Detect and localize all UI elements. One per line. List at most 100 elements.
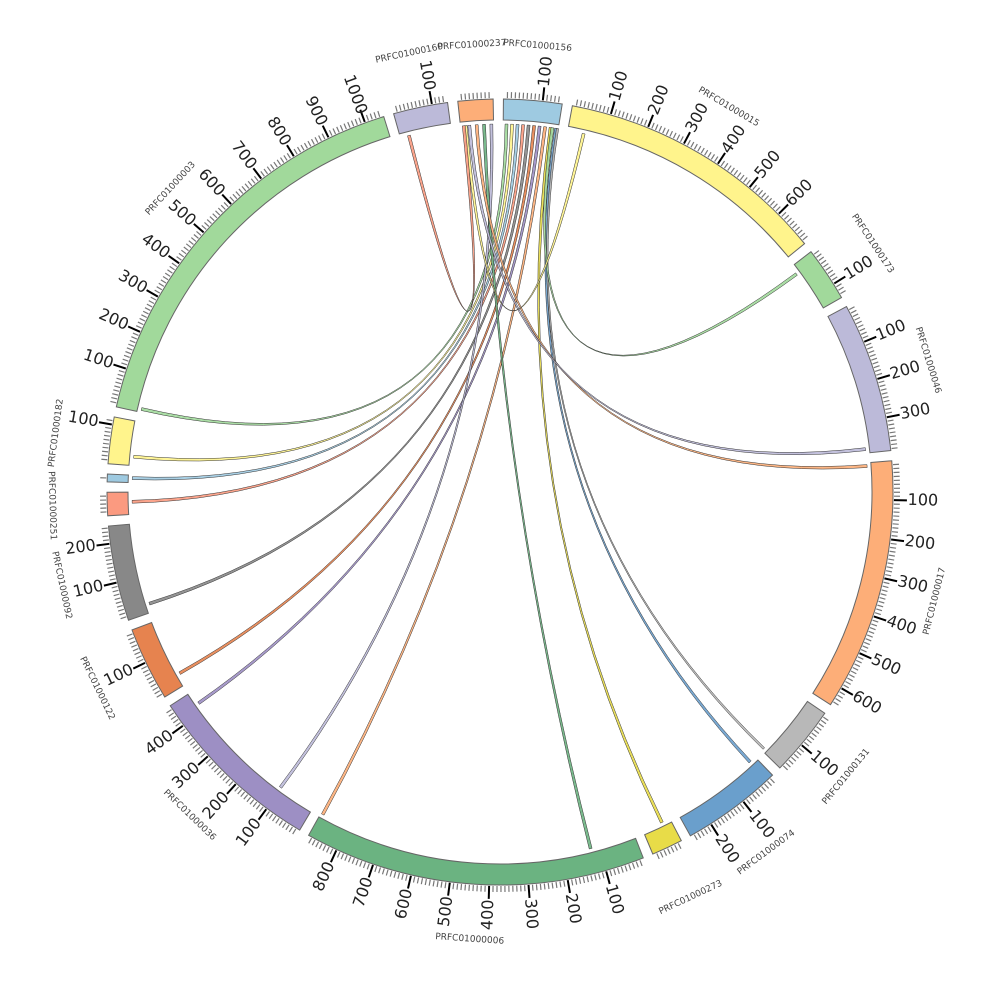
minor-tick [758,189,764,196]
segment-PRFC01000015[interactable] [567,105,806,258]
minor-tick [679,136,684,143]
minor-tick [855,659,862,664]
minor-tick [359,860,363,867]
minor-tick [670,846,675,853]
major-tick [257,808,268,821]
minor-tick [121,362,128,366]
major-tick [359,109,366,123]
minor-tick [662,127,666,134]
segment-unnamed[interactable] [106,473,129,483]
segment-PRFC01000156[interactable] [502,98,563,126]
major-tick [113,363,127,370]
segment-PRFC01000006[interactable] [307,816,644,886]
minor-tick [112,589,119,593]
segment-PRFC01000046[interactable] [827,305,892,454]
minor-tick [283,155,288,161]
minor-tick [872,619,879,623]
minor-tick [246,796,252,803]
minor-tick [555,881,558,889]
minor-tick [200,752,206,758]
minor-tick [693,143,698,150]
minor-tick [857,656,864,660]
minor-tick [672,132,677,139]
minor-tick [205,758,211,764]
minor-tick [318,135,322,142]
tick-label: 100 [807,746,843,780]
minor-tick [579,100,583,107]
minor-tick [164,272,171,277]
minor-tick [241,185,247,192]
tick-label: 400 [138,229,174,262]
minor-tick [707,826,712,833]
segment-PRFC01000092[interactable] [107,523,149,621]
tick-label: 700 [228,137,262,173]
minor-tick [829,273,836,278]
segment-PRFC01000251[interactable] [106,491,130,517]
minor-tick [869,627,876,631]
major-tick [96,542,110,547]
minor-tick [818,256,825,262]
minor-tick [764,195,770,201]
minor-tick [263,168,269,175]
segment-PRFC01000036[interactable] [169,693,312,831]
minor-tick [769,200,775,206]
minor-tick [131,336,138,340]
major-tick [886,413,900,419]
minor-tick [135,325,142,329]
segment-PRFC01000017[interactable] [812,460,894,706]
segment-PRFC01000074[interactable] [679,759,774,837]
minor-tick [883,581,890,585]
minor-tick [865,638,872,642]
minor-tick [102,442,110,445]
minor-tick [700,147,705,154]
minor-tick [767,780,772,787]
tick-label: 400 [141,725,177,758]
segment-PRFC01000182[interactable] [107,416,136,466]
minor-tick [397,872,401,879]
minor-tick [420,878,424,885]
minor-tick [571,879,574,886]
minor-tick [351,857,356,864]
minor-tick [122,358,129,362]
minor-tick [663,849,668,856]
segment-PRFC01000273[interactable] [643,821,682,855]
minor-tick [142,310,149,315]
minor-tick [336,851,341,858]
minor-tick [752,793,757,800]
minor-tick [749,796,754,802]
major-tick [103,581,117,587]
minor-tick [866,346,873,350]
minor-tick [169,265,175,271]
minor-tick [310,138,315,145]
segment-PRFC01000173[interactable] [793,250,843,309]
minor-tick [195,746,201,752]
segment-PRFC01000003[interactable] [115,115,391,413]
minor-tick [891,443,898,446]
minor-tick [873,365,880,369]
minor-tick [422,99,425,106]
minor-tick [625,112,629,119]
minor-tick [252,801,258,808]
minor-tick [332,128,337,135]
minor-tick [132,332,139,336]
segment-PRFC01000131[interactable] [764,700,826,769]
minor-tick [782,765,789,771]
tick-label: 200 [562,892,586,925]
minor-tick [150,683,157,688]
segment-PRFC01000160[interactable] [393,101,451,135]
minor-tick [460,884,463,891]
minor-tick [139,317,146,322]
tick-label: 500 [869,649,905,679]
segment-PRFC01000122[interactable] [131,621,184,698]
minor-tick [211,764,217,770]
minor-tick [667,848,671,855]
minor-tick [329,848,334,855]
minor-tick [887,562,894,565]
minor-tick [109,578,116,581]
minor-tick [176,256,182,261]
minor-tick [859,327,866,332]
minor-tick [730,810,735,817]
minor-tick [180,728,186,734]
minor-tick [272,815,277,822]
segment-PRFC01000237[interactable] [457,98,495,123]
